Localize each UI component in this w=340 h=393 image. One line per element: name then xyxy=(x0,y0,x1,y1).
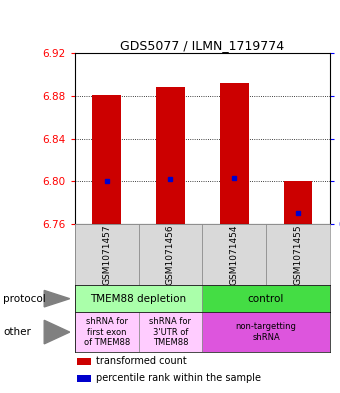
Text: GSM1071457: GSM1071457 xyxy=(102,224,111,285)
Bar xyxy=(202,285,330,312)
Text: GSM1071454: GSM1071454 xyxy=(230,224,239,285)
Bar xyxy=(156,87,185,224)
Polygon shape xyxy=(44,320,70,344)
Bar xyxy=(77,375,91,382)
Bar xyxy=(202,312,330,352)
Bar xyxy=(284,181,312,224)
Polygon shape xyxy=(44,290,70,307)
Bar xyxy=(202,224,266,285)
Bar xyxy=(139,312,202,352)
Text: shRNA for
3'UTR of
TMEM88: shRNA for 3'UTR of TMEM88 xyxy=(149,317,191,347)
Bar xyxy=(75,312,139,352)
Bar xyxy=(77,358,91,365)
Text: GSM1071456: GSM1071456 xyxy=(166,224,175,285)
Text: other: other xyxy=(3,327,31,337)
Text: transformed count: transformed count xyxy=(97,356,187,367)
Text: GSM1071455: GSM1071455 xyxy=(293,224,302,285)
Text: protocol: protocol xyxy=(3,294,46,304)
Text: percentile rank within the sample: percentile rank within the sample xyxy=(97,373,261,384)
Bar xyxy=(75,285,202,312)
Bar xyxy=(266,224,330,285)
Title: GDS5077 / ILMN_1719774: GDS5077 / ILMN_1719774 xyxy=(120,39,284,52)
Bar xyxy=(92,95,121,224)
Bar xyxy=(139,224,202,285)
Text: TMEM88 depletion: TMEM88 depletion xyxy=(90,294,187,304)
Bar xyxy=(220,83,249,224)
Text: shRNA for
first exon
of TMEM88: shRNA for first exon of TMEM88 xyxy=(84,317,130,347)
Text: non-targetting
shRNA: non-targetting shRNA xyxy=(236,322,296,342)
Bar xyxy=(75,224,139,285)
Text: control: control xyxy=(248,294,284,304)
